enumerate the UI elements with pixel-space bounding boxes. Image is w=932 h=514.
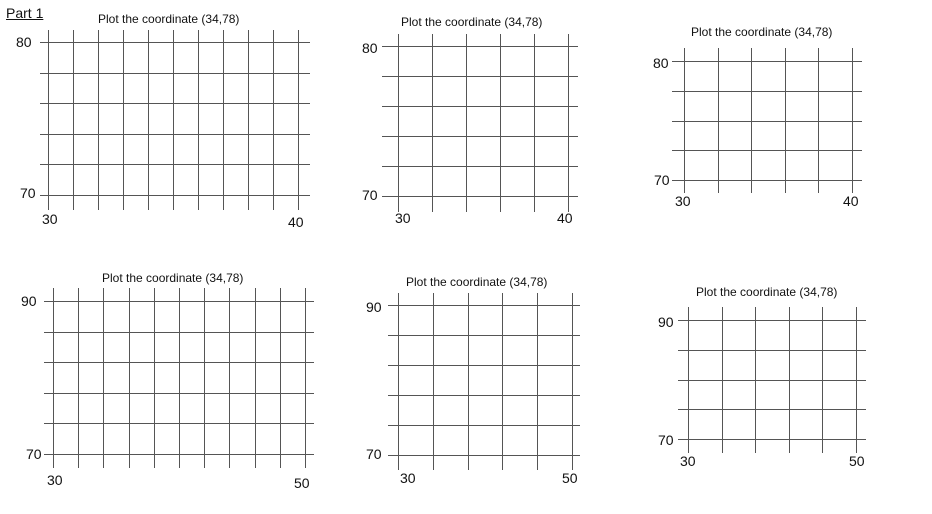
y-label-bottom: 70	[658, 432, 674, 448]
x-label-right: 50	[294, 475, 310, 491]
y-label-top: 90	[21, 293, 37, 309]
panel-title: Plot the coordinate (34,78)	[98, 12, 240, 26]
x-label-right: 50	[849, 453, 865, 469]
y-label-bottom: 70	[366, 446, 382, 462]
y-label-top: 90	[658, 314, 674, 330]
y-label-bottom: 70	[654, 172, 670, 188]
panel-title: Plot the coordinate (34,78)	[691, 25, 833, 39]
x-label-right: 50	[562, 470, 578, 486]
y-label-top: 90	[366, 299, 382, 315]
x-label-left: 30	[395, 210, 411, 226]
x-label-right: 40	[288, 214, 304, 230]
x-label-left: 30	[675, 193, 691, 209]
y-label-bottom: 70	[362, 187, 378, 203]
x-label-left: 30	[42, 211, 58, 227]
panel-title: Plot the coordinate (34,78)	[696, 285, 838, 299]
panel-title: Plot the coordinate (34,78)	[406, 275, 548, 289]
panel-title: Plot the coordinate (34,78)	[102, 271, 244, 285]
x-label-left: 30	[47, 472, 63, 488]
y-label-top: 80	[362, 40, 378, 56]
panel-title: Plot the coordinate (34,78)	[401, 15, 543, 29]
y-label-top: 80	[16, 34, 32, 50]
x-label-left: 30	[400, 470, 416, 486]
y-label-bottom: 70	[20, 185, 36, 201]
x-label-right: 40	[557, 210, 573, 226]
x-label-left: 30	[680, 453, 696, 469]
y-label-top: 80	[653, 55, 669, 71]
y-label-bottom: 70	[26, 446, 42, 462]
x-label-right: 40	[843, 193, 859, 209]
part-label: Part 1	[6, 5, 44, 21]
